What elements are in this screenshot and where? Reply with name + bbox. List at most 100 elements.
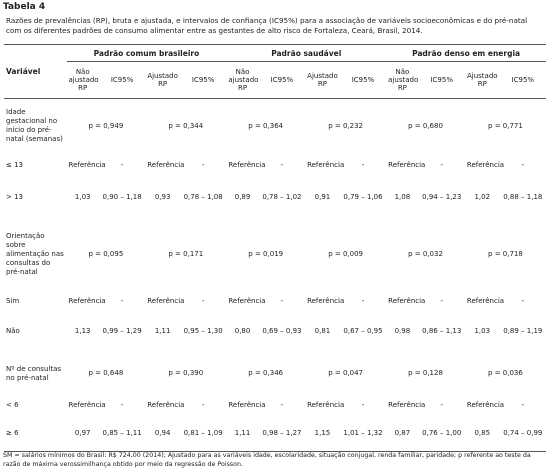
p-value: p = 0,009 bbox=[328, 250, 364, 258]
cell: 1,03 bbox=[74, 193, 91, 201]
subheader: IC95% bbox=[258, 61, 306, 99]
cell: 0,98 – 1,27 bbox=[258, 415, 306, 452]
subheader: IC95% bbox=[179, 61, 227, 99]
cell: Referência bbox=[147, 297, 185, 305]
cell: 0,74 – 0,99 bbox=[499, 415, 546, 452]
table-caption: Razões de prevalências (RP), bruta e aju… bbox=[6, 16, 528, 35]
subheader: Não ajustado RP bbox=[66, 61, 99, 99]
cell: Referência bbox=[466, 297, 505, 305]
cell: - bbox=[361, 161, 365, 169]
cell: 0,78 – 1,08 bbox=[183, 193, 223, 201]
subheader: IC95% bbox=[418, 61, 465, 99]
row-label: Orientação sobre alimentação nas consult… bbox=[6, 232, 64, 276]
cell: 0,89 – 1,19 bbox=[503, 327, 543, 335]
cell: - bbox=[521, 297, 525, 305]
cell: 1,08 bbox=[394, 193, 411, 201]
cell: 0,93 bbox=[154, 193, 171, 201]
p-value: p = 0,680 bbox=[408, 121, 443, 130]
row-label: Não bbox=[6, 327, 20, 335]
cell: - bbox=[120, 401, 124, 409]
table-row: > 13 1,03 0,90 – 1,18 0,93 0,78 – 1,08 0,89 0,… bbox=[4, 178, 546, 218]
cell: 1,15 bbox=[305, 415, 340, 452]
subheader: Não ajustado RP bbox=[226, 61, 259, 99]
cell: Referência bbox=[466, 161, 505, 169]
p-value: p = 0,171 bbox=[168, 250, 204, 258]
cell: Referência bbox=[228, 161, 266, 169]
cell: 0,80 bbox=[234, 327, 251, 335]
table-row: ≥ 6 0,97 0,85 – 1,11 0,94 0,81 – 1,09 1,11 0,9… bbox=[4, 415, 546, 452]
cell: Referência bbox=[388, 161, 426, 169]
row-label: < 6 bbox=[6, 401, 19, 409]
p-value: p = 0,095 bbox=[88, 250, 124, 258]
cell: 0,99 – 1,29 bbox=[102, 327, 142, 335]
p-value: p = 0,346 bbox=[248, 369, 284, 377]
p-value: p = 0,364 bbox=[248, 121, 284, 130]
cell: 0,88 – 1,18 bbox=[503, 193, 543, 201]
cell: Referência bbox=[68, 161, 106, 169]
row-label: Idade gestacional no início do pré-natal… bbox=[6, 108, 63, 144]
cell: - bbox=[440, 161, 443, 169]
cell: - bbox=[361, 297, 365, 305]
cell: Referência bbox=[307, 297, 345, 305]
cell: 0,81 bbox=[314, 327, 331, 335]
cell: Referência bbox=[388, 401, 426, 409]
cell: 0,95 – 1,30 bbox=[183, 327, 223, 335]
group-header: Padrão denso em energia bbox=[386, 44, 546, 62]
cell: Referência bbox=[307, 401, 345, 409]
p-value: p = 0,128 bbox=[408, 369, 443, 377]
table-row: < 6 Referência - Referência - Referência - Refe… bbox=[4, 396, 546, 416]
cell: - bbox=[280, 401, 284, 409]
subheader: IC95% bbox=[339, 61, 387, 99]
p-value: p = 0,232 bbox=[328, 121, 364, 130]
row-label: > 13 bbox=[6, 193, 23, 201]
group-header: Padrão saudável bbox=[226, 44, 387, 62]
cell: 0,94 – 1,23 bbox=[422, 193, 462, 201]
table-row: Nº de consultas no pré-natal p = 0,648 p =… bbox=[4, 352, 546, 396]
cell: 1,01 – 1,32 bbox=[339, 415, 387, 452]
cell: 1,13 bbox=[74, 327, 91, 335]
cell: - bbox=[120, 161, 124, 169]
row-label: Nº de consultas no pré-natal bbox=[6, 364, 62, 382]
variable-header: Variável bbox=[4, 44, 67, 99]
p-value: p = 0,771 bbox=[488, 121, 523, 130]
p-value: p = 0,019 bbox=[248, 250, 284, 258]
cell: - bbox=[361, 401, 365, 409]
cell: Referência bbox=[228, 297, 266, 305]
table-row: Orientação sobre alimentação nas consult… bbox=[4, 218, 546, 292]
cell: Referência bbox=[68, 401, 106, 409]
cell: 0,85 bbox=[464, 415, 500, 452]
cell: 0,90 – 1,18 bbox=[102, 193, 142, 201]
cell: - bbox=[440, 297, 443, 305]
cell: 0,86 – 1,13 bbox=[422, 327, 462, 335]
p-value: p = 0,047 bbox=[328, 369, 364, 377]
cell: - bbox=[201, 297, 205, 305]
table-row: Idade gestacional no início do pré-natal… bbox=[4, 99, 546, 154]
cell: Referência bbox=[68, 297, 106, 305]
cell: - bbox=[521, 161, 525, 169]
header-row: Variável Padrão comum brasileiro Padrão sa… bbox=[4, 44, 546, 99]
cell: - bbox=[521, 401, 525, 409]
cell: Referência bbox=[307, 161, 345, 169]
cell: Referência bbox=[466, 401, 505, 409]
subheader: Ajustado RP bbox=[305, 61, 340, 99]
cell: - bbox=[440, 401, 443, 409]
table-row: ≤ 13 Referência - Referência - Referência - Ref… bbox=[4, 154, 546, 178]
cell: Referência bbox=[147, 401, 185, 409]
cell: 0,87 bbox=[386, 415, 419, 452]
cell: 0,98 bbox=[394, 327, 411, 335]
cell: 0,76 – 1,00 bbox=[418, 415, 465, 452]
cell: 0,89 bbox=[234, 193, 251, 201]
cell: 1,02 bbox=[474, 193, 491, 201]
cell: 1,03 bbox=[474, 327, 491, 335]
p-value: p = 0,036 bbox=[488, 369, 523, 377]
cell: 0,91 bbox=[314, 193, 331, 201]
cell: Referência bbox=[388, 297, 426, 305]
cell: 0,85 – 1,11 bbox=[98, 415, 146, 452]
cell: 0,69 – 0,93 bbox=[262, 327, 302, 335]
p-value: p = 0,648 bbox=[88, 369, 124, 377]
table-row: Sim Referência - Referência - Referência - Refe… bbox=[4, 292, 546, 312]
table-title: Tabela 4 bbox=[3, 2, 46, 12]
cell: 0,94 bbox=[145, 415, 180, 452]
cell: 0,79 – 1,06 bbox=[343, 193, 383, 201]
